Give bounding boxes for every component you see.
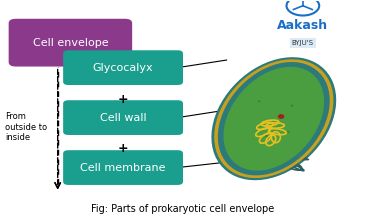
Text: +: +	[118, 93, 128, 106]
Ellipse shape	[212, 57, 336, 180]
Text: From
outside to
inside: From outside to inside	[5, 112, 47, 142]
Text: Cell membrane: Cell membrane	[80, 163, 166, 172]
Ellipse shape	[218, 62, 330, 175]
Text: +: +	[118, 141, 128, 154]
Text: Fig: Parts of prokaryotic cell envelope: Fig: Parts of prokaryotic cell envelope	[92, 204, 274, 214]
Ellipse shape	[224, 67, 324, 170]
Ellipse shape	[287, 131, 290, 133]
FancyBboxPatch shape	[9, 19, 132, 67]
Text: Aakash: Aakash	[277, 19, 328, 32]
Text: BYJU'S: BYJU'S	[292, 40, 314, 46]
FancyBboxPatch shape	[63, 50, 183, 85]
FancyBboxPatch shape	[63, 100, 183, 135]
Ellipse shape	[291, 105, 294, 106]
Ellipse shape	[258, 101, 261, 102]
Ellipse shape	[278, 114, 284, 119]
Text: Glycocalyx: Glycocalyx	[93, 63, 153, 73]
Text: Cell envelope: Cell envelope	[33, 38, 108, 48]
Ellipse shape	[214, 59, 333, 178]
Text: Cell wall: Cell wall	[100, 113, 146, 123]
FancyBboxPatch shape	[63, 150, 183, 185]
Ellipse shape	[265, 135, 268, 137]
